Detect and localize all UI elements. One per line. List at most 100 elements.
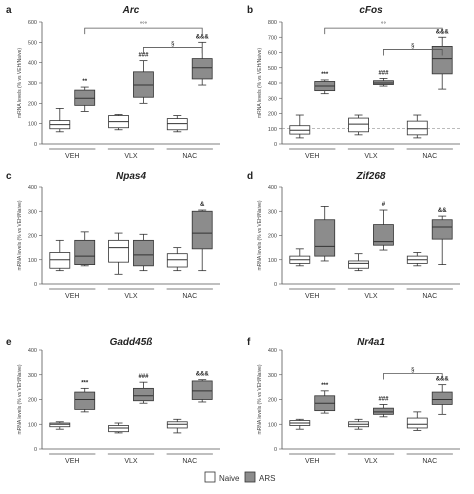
category-label: NAC	[182, 458, 197, 465]
box-body	[133, 387, 154, 402]
category-label: VEH	[65, 458, 79, 465]
panel-title: Gadd45ß	[110, 337, 153, 348]
significance-label: ###	[378, 396, 389, 402]
box-naive-veh	[289, 418, 311, 430]
significance-label: &	[200, 202, 205, 208]
category-label: VLX	[124, 153, 138, 160]
category-label: VLX	[124, 293, 138, 300]
box-body	[74, 391, 96, 410]
significance-label: &&&	[196, 34, 210, 40]
y-tick-label: 300	[28, 209, 37, 215]
y-tick-label: 500	[28, 40, 37, 46]
y-tick-label: 100	[28, 258, 37, 264]
box-ars-vlx	[373, 404, 394, 418]
y-tick-label: 0	[274, 447, 277, 453]
box-ars-veh	[314, 390, 336, 414]
category-label: NAC	[422, 153, 437, 160]
box-body	[373, 407, 394, 415]
box-naive-vlx	[108, 422, 129, 434]
y-tick-label: 400	[268, 348, 277, 354]
box-naive-nac	[166, 115, 188, 133]
box-naive-veh	[49, 421, 71, 430]
box-naive-nac	[406, 114, 428, 139]
box-body	[348, 260, 369, 269]
category-label: VEH	[305, 153, 319, 160]
panels: a Arc mRNA levels (% vs VEH/Naive) 0 100 200 3…	[6, 5, 460, 465]
y-tick-label: 700	[268, 35, 277, 41]
box-body	[314, 219, 336, 257]
y-axis-label: mRNA levels (% vs VEH/Naive)	[17, 364, 23, 434]
box-body	[191, 380, 213, 400]
panel-c: c Npas4 mRNA levels (% vs VEH/Naive) 0 100 20…	[6, 171, 220, 300]
significance-label: ###	[138, 374, 149, 380]
box-naive-vlx	[108, 114, 129, 131]
y-tick-label: 200	[28, 398, 37, 404]
box-body	[348, 117, 369, 133]
box-body	[191, 58, 213, 80]
y-tick-label: 400	[28, 348, 37, 354]
box-naive-vlx	[348, 114, 369, 136]
box-ars-vlx	[133, 233, 154, 272]
box-body	[108, 239, 129, 263]
box-body	[431, 391, 453, 405]
y-tick-label: 200	[268, 398, 277, 404]
y-axis-label: mRNA levels (% vs VEH/Naive)	[17, 200, 23, 270]
y-tick-label: 300	[28, 81, 37, 87]
panel-title: Zif268	[356, 171, 386, 182]
category-label: NAC	[422, 458, 437, 465]
box-body	[74, 89, 96, 106]
y-tick-label: 0	[274, 142, 277, 148]
y-tick-label: 600	[268, 51, 277, 57]
panel-d: d Zif268 mRNA levels (% vs VEH/Naive) 0 100 2…	[247, 171, 460, 300]
comparison-bracket	[324, 27, 443, 35]
box-body	[166, 253, 188, 268]
comparison-label: §	[411, 43, 414, 49]
panel-letter: b	[247, 5, 253, 16]
box-ars-veh	[314, 205, 336, 262]
comparison-label: °°	[381, 22, 386, 28]
panel-e: e Gadd45ß mRNA levels (% vs VEH/Naive) 0 100…	[6, 337, 220, 465]
y-tick-label: 0	[34, 142, 37, 148]
significance-label: ###	[138, 53, 149, 59]
y-tick-label: 600	[28, 20, 37, 26]
y-axis-label: mRNA levels (% vs VEH/Naive)	[17, 48, 23, 118]
y-tick-label: 400	[28, 61, 37, 67]
panel-title: Arc	[122, 5, 140, 16]
box-ars-veh	[74, 387, 96, 413]
y-tick-label: 200	[268, 234, 277, 240]
box-naive-vlx	[108, 232, 129, 275]
comparison-bracket	[383, 373, 443, 380]
significance-label: **	[82, 79, 87, 85]
y-tick-label: 400	[28, 185, 37, 191]
significance-label: &&	[438, 208, 447, 214]
box-ars-nac	[431, 215, 453, 266]
box-body	[406, 120, 428, 136]
box-ars-vlx	[373, 78, 394, 87]
legend-swatch-naive	[204, 471, 216, 483]
significance-label: ***	[81, 380, 89, 386]
y-tick-label: 400	[268, 185, 277, 191]
legend-label-naive: Naive	[219, 474, 240, 483]
box-body	[431, 46, 453, 75]
panel-letter: d	[247, 171, 253, 182]
box-body	[49, 422, 71, 428]
y-tick-label: 300	[268, 209, 277, 215]
box-ars-vlx	[373, 209, 394, 251]
category-label: VLX	[364, 458, 378, 465]
box-naive-veh	[49, 108, 71, 133]
significance-label: ***	[321, 72, 329, 78]
significance-label: &&&	[436, 377, 450, 383]
y-tick-label: 200	[28, 101, 37, 107]
comparison-bracket	[84, 27, 203, 35]
y-axis-label: mRNA levels (% vs VEH/Naive)	[257, 48, 263, 118]
y-axis-label: mRNA levels (% vs VEH/Naive)	[257, 200, 263, 270]
box-naive-veh	[289, 114, 311, 139]
comparison-label: °°°	[140, 22, 148, 28]
box-ars-nac	[191, 209, 213, 272]
significance-label: #	[382, 202, 386, 208]
box-ars-nac	[431, 36, 453, 90]
panel-title: cFos	[359, 5, 383, 16]
panel-b: b cFos mRNA levels (% vs VEH/Naive) 0 100 200…	[247, 5, 460, 160]
y-tick-label: 100	[268, 422, 277, 428]
category-label: VEH	[65, 153, 79, 160]
